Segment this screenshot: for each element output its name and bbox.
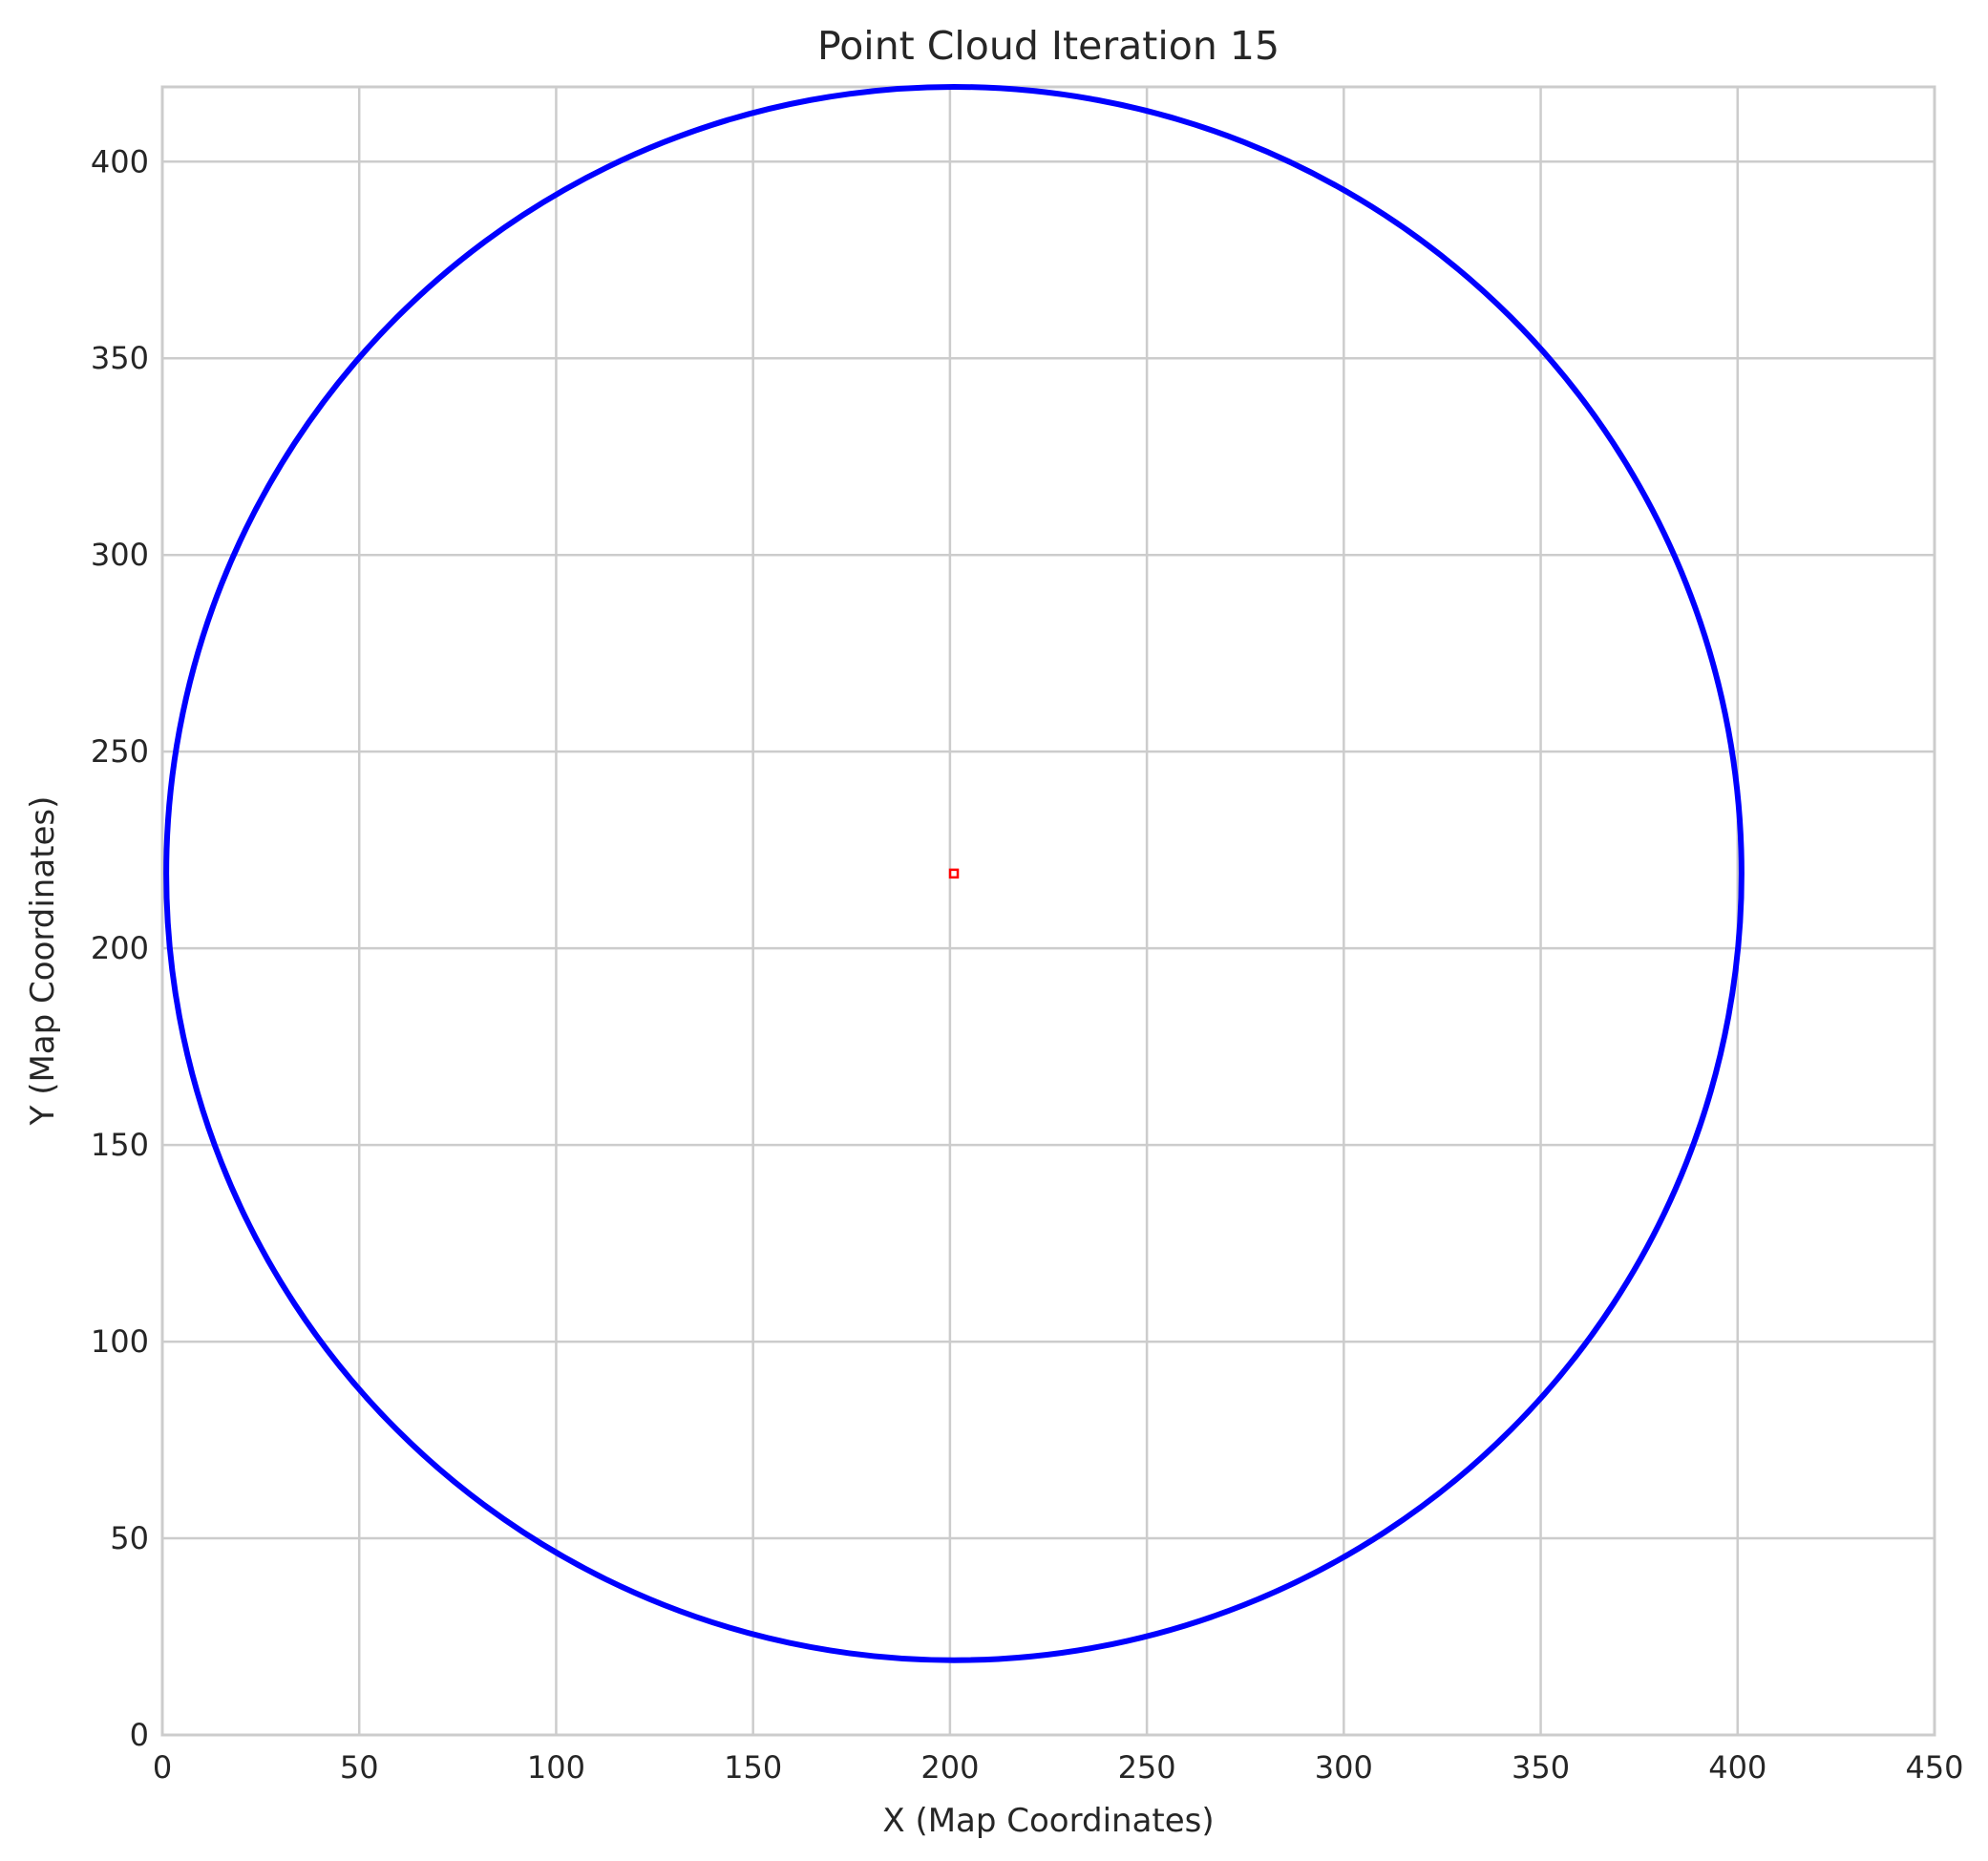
y-tick-label: 200 [91,930,149,966]
x-tick-label: 50 [340,1749,379,1786]
point-cloud-circle [163,84,1745,1663]
x-tick-label: 250 [1118,1749,1176,1786]
data-marks [163,84,1745,1663]
center-point-marker [948,868,960,879]
y-tick-label: 250 [91,733,149,770]
x-tick-labels: 0 50 100 150 200 250 300 350 400 450 [153,1749,1964,1786]
y-tick-labels: 0 50 100 150 200 250 300 350 400 [91,143,149,1753]
y-axis-label: Y (Map Coordinates) [24,796,62,1127]
x-tick-label: 450 [1905,1749,1963,1786]
x-tick-label: 400 [1708,1749,1766,1786]
y-tick-label: 150 [91,1127,149,1163]
x-tick-label: 300 [1315,1749,1373,1786]
y-tick-label: 400 [91,143,149,180]
x-tick-label: 350 [1512,1749,1570,1786]
plot-frame [160,85,1936,1737]
x-axis-label: X (Map Coordinates) [882,1802,1214,1840]
x-tick-label: 150 [724,1749,782,1786]
y-tick-label: 350 [91,340,149,376]
x-tick-label: 200 [920,1749,979,1786]
y-tick-label: 50 [110,1520,149,1556]
y-tick-label: 100 [91,1323,149,1360]
x-tick-label: 100 [527,1749,585,1786]
chart-title: Point Cloud Iteration 15 [817,23,1280,69]
x-tick-label: 0 [153,1749,172,1786]
y-tick-label: 0 [130,1717,149,1753]
y-tick-label: 300 [91,537,149,573]
